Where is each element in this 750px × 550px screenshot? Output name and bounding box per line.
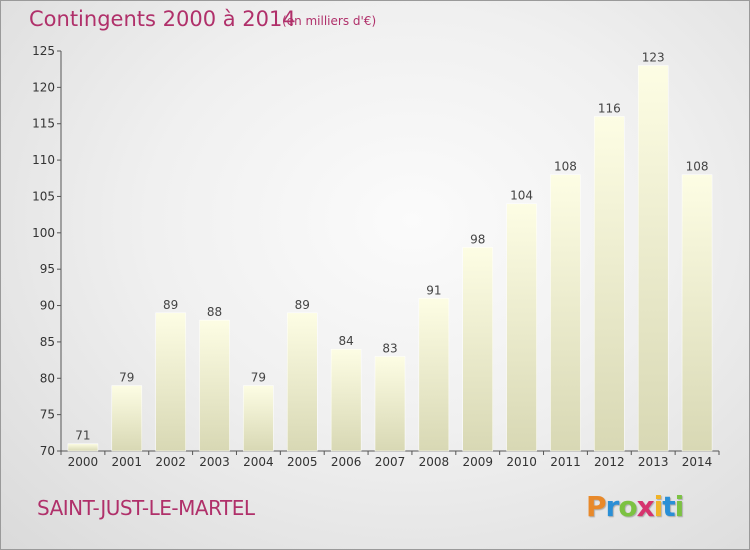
bar: [594, 116, 625, 452]
data-label: 89: [163, 298, 178, 312]
data-label: 108: [554, 160, 577, 174]
bar: [243, 385, 274, 452]
y-tick-label: 85: [40, 335, 55, 349]
data-label: 83: [382, 341, 397, 355]
data-label: 71: [75, 429, 90, 443]
chart-title: Contingents 2000 à 2014: [29, 7, 296, 31]
brand-letter: t: [662, 490, 675, 523]
bar: [155, 312, 186, 452]
y-tick-label: 100: [32, 226, 55, 240]
brand-letter: o: [618, 490, 637, 523]
y-tick-label: 80: [40, 371, 55, 385]
bar: [506, 203, 537, 452]
bar: [330, 348, 362, 452]
data-label: 104: [510, 189, 533, 203]
x-tick-label: 2014: [682, 455, 713, 469]
data-label: 123: [642, 51, 665, 65]
data-label: 116: [598, 101, 621, 115]
x-tick-label: 2005: [287, 455, 318, 469]
y-tick-label: 125: [32, 44, 55, 58]
bar: [462, 247, 493, 452]
y-tick-label: 115: [32, 117, 55, 131]
labels: 71 2000 79 2001 89 2002 88 2003 79 2004 89 2005 84 20…: [68, 51, 713, 469]
data-label: 108: [686, 160, 709, 174]
y-tick-label: 75: [40, 408, 55, 422]
x-tick-label: 2002: [155, 455, 186, 469]
bar: [111, 385, 143, 452]
x-tick-label: 2004: [243, 455, 274, 469]
commune-name: SAINT-JUST-LE-MARTEL: [37, 496, 255, 520]
bar: [637, 65, 669, 452]
bar: [67, 443, 99, 452]
y-tick-label: 90: [40, 299, 55, 313]
x-tick-label: 2007: [375, 455, 406, 469]
y-tick-label: 70: [40, 444, 55, 458]
y-tick-label: 95: [40, 262, 55, 276]
y-tick-label: 120: [32, 80, 55, 94]
bar: [418, 298, 450, 452]
bar: [681, 174, 713, 452]
brand-letter: x: [636, 490, 655, 523]
data-label: 79: [251, 371, 266, 385]
x-tick-label: 2009: [462, 455, 493, 469]
data-label: 84: [338, 334, 353, 348]
x-tick-label: 2012: [594, 455, 625, 469]
bar: [550, 174, 581, 452]
brand-letter: i: [674, 490, 685, 523]
x-tick-label: 2003: [199, 455, 230, 469]
brand-letter: r: [605, 490, 620, 523]
data-label: 91: [426, 283, 441, 297]
brand-letter: P: [586, 490, 607, 523]
x-tick-label: 2008: [419, 455, 450, 469]
data-label: 88: [207, 305, 222, 319]
brand-letter: i: [653, 490, 664, 523]
x-tick-label: 2000: [68, 455, 99, 469]
proxiti-logo: Proxiti: [586, 490, 685, 523]
x-tick-label: 2001: [112, 455, 143, 469]
data-label: 79: [119, 371, 134, 385]
axes: 70 75 80 85 90 95 100 105 110 115 120 125: [32, 44, 720, 458]
x-tick-label: 2011: [550, 455, 581, 469]
bar: [287, 312, 318, 452]
chart-subtitle: (en milliers d'€): [282, 14, 377, 28]
y-tick-label: 105: [32, 189, 55, 203]
bar: [199, 319, 230, 452]
bar: [374, 356, 406, 452]
x-tick-label: 2013: [638, 455, 669, 469]
y-tick-label: 110: [32, 153, 55, 167]
bars: [67, 65, 713, 452]
x-tick-label: 2006: [331, 455, 362, 469]
data-label: 89: [295, 298, 310, 312]
x-tick-label: 2010: [506, 455, 537, 469]
data-label: 98: [470, 232, 485, 246]
